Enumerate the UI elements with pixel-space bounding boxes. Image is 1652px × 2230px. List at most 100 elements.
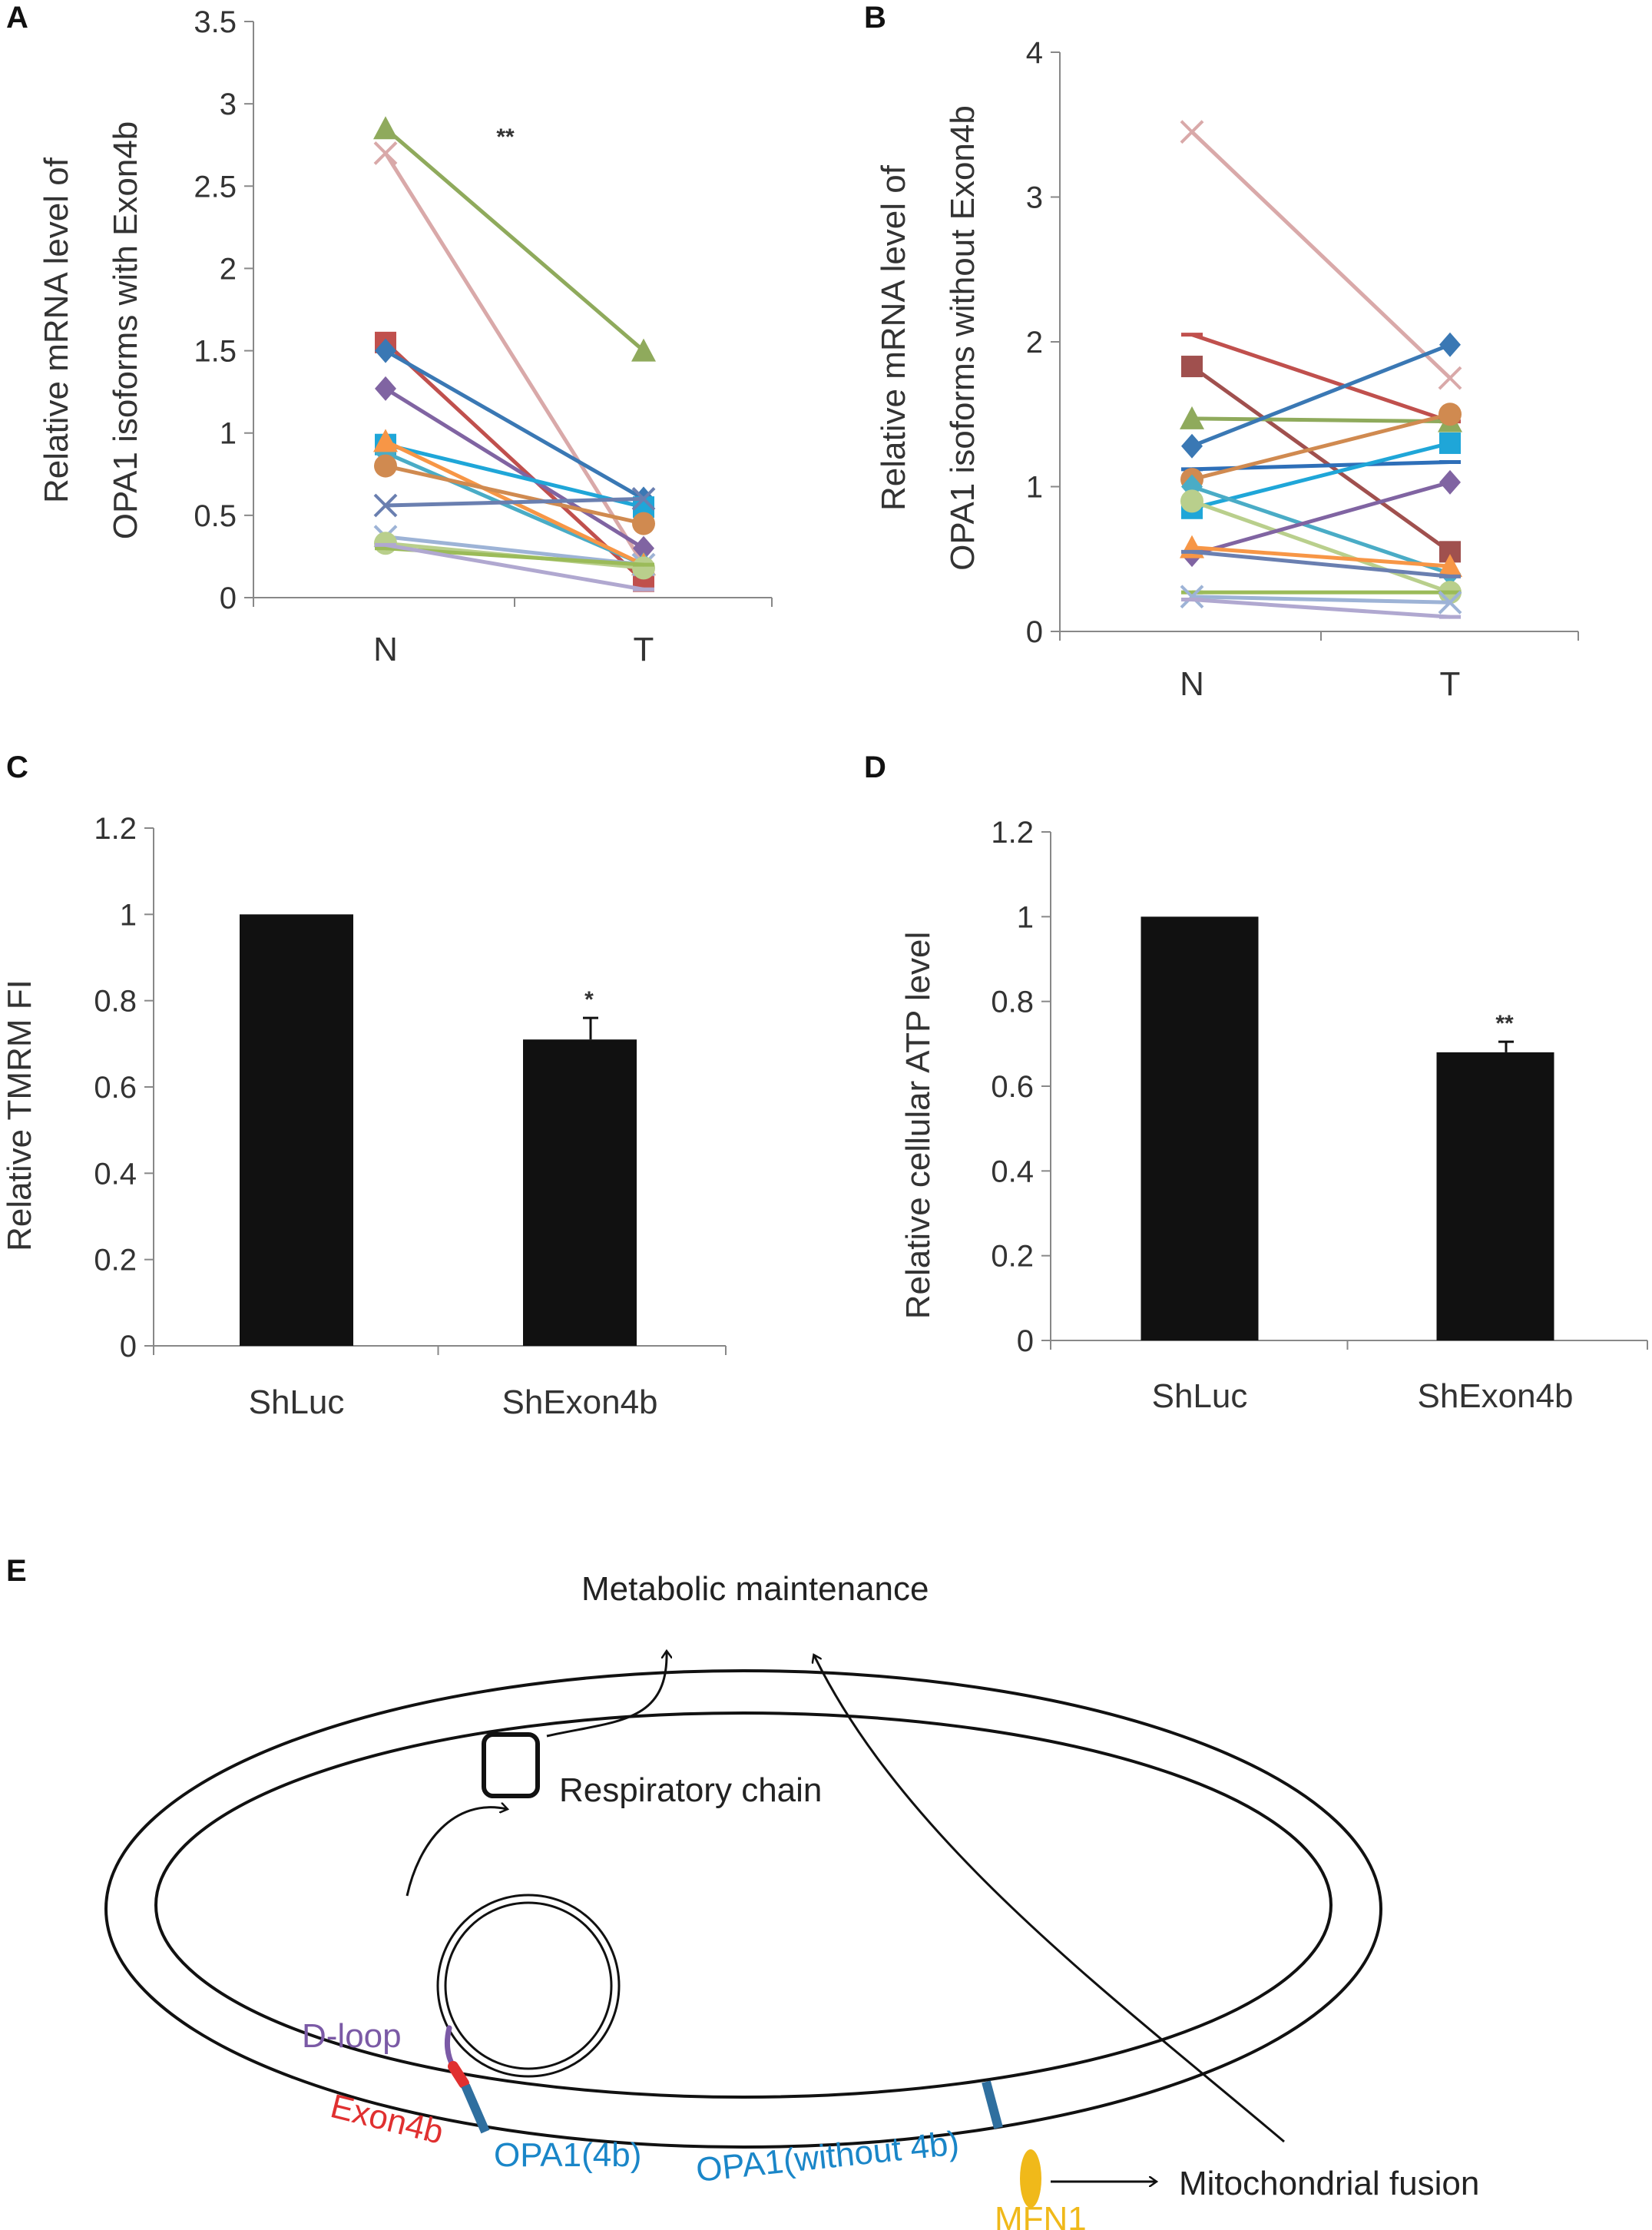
- series-line: [385, 464, 644, 526]
- diamond-marker: [633, 535, 654, 561]
- triangle-marker: [373, 429, 398, 452]
- series-line: [384, 349, 645, 501]
- series-5: [1181, 332, 1461, 459]
- x-tick-label: N: [373, 631, 398, 668]
- y-tick-label: 1: [1026, 471, 1043, 505]
- outer-membrane: [104, 1669, 1382, 2149]
- series-line: [384, 341, 645, 583]
- series-line: [385, 542, 644, 591]
- series-11: [1181, 469, 1461, 568]
- x-tick-label: ShExon4b: [502, 1383, 657, 1421]
- panel-e-label: E: [6, 1554, 27, 1588]
- series-4: [375, 338, 654, 512]
- y-tick-label: 1.5: [194, 335, 237, 369]
- y-tick-label: 0: [120, 1330, 137, 1364]
- diamond-marker: [1439, 469, 1461, 495]
- series-line: [1191, 595, 1451, 605]
- arrow-fusion-to-metabolic: [814, 1655, 1285, 2143]
- panel-a-label: A: [6, 1, 28, 35]
- panel-c-ylabel: Relative TMRM FI: [1, 979, 38, 1251]
- panel-a-chart: A Relative mRNA level of OPA1 isoforms w…: [6, 1, 773, 668]
- mtdna-outer-circle: [436, 1894, 621, 2078]
- mtdna-inner-circle: [444, 1901, 613, 2070]
- series-line: [1191, 480, 1451, 557]
- exon4b-marker: [448, 2061, 469, 2089]
- x-marker-stroke: [1438, 366, 1462, 390]
- series-line: [1191, 412, 1451, 482]
- respiratory-chain-box: [482, 1732, 540, 1798]
- panel-e-diagram: E Metabolic maintenance Respiratory ch: [6, 1554, 1479, 2230]
- y-tick-label: 0.4: [991, 1155, 1034, 1188]
- series-line: [1191, 333, 1451, 424]
- panel-d-chart: D Relative cellular ATP level 0 0.2 0.4 0.6…: [864, 751, 1648, 1415]
- x-tick-label: T: [1440, 665, 1461, 703]
- x-marker-stroke: [373, 141, 398, 165]
- x-tick-label: ShLuc: [249, 1383, 345, 1421]
- series-15: [1180, 585, 1462, 615]
- panel-c-bars: *: [240, 914, 637, 1346]
- series-line: [1191, 343, 1451, 449]
- panel-c-label: C: [6, 751, 28, 784]
- inner-membrane: [154, 1711, 1333, 2099]
- y-tick-label: 2: [1026, 326, 1043, 360]
- circle-marker: [1180, 489, 1203, 513]
- opa1-4b-label: OPA1(4b): [494, 2136, 641, 2174]
- arrow-respiratory-to-metabolic: [546, 1652, 667, 1738]
- diamond-marker: [375, 338, 396, 363]
- metabolic-maintenance-label: Metabolic maintenance: [581, 1570, 929, 1608]
- x-marker-stroke: [1438, 590, 1462, 615]
- y-tick-label: 2: [220, 252, 237, 286]
- series-6: [1181, 459, 1461, 472]
- respiratory-chain-label: Respiratory chain: [559, 1771, 822, 1809]
- x-marker-stroke: [631, 487, 656, 511]
- significance-label: *: [584, 987, 594, 1012]
- x-marker-stroke: [1180, 585, 1204, 609]
- series-line: [384, 386, 645, 550]
- y-tick-label: 1.2: [991, 816, 1034, 850]
- series-13: [1181, 549, 1461, 578]
- opa1-without-4b-label: OPA1(without 4b): [694, 2124, 961, 2189]
- circle-marker: [374, 454, 397, 478]
- series-1: [1180, 120, 1462, 390]
- series-5: [375, 376, 654, 561]
- panel-b-ylabel-line1: Relative mRNA level of: [875, 164, 912, 511]
- series-line: [1191, 545, 1451, 568]
- x-marker-stroke: [373, 493, 398, 518]
- exon4b-label: Exon4b: [327, 2087, 448, 2152]
- series-line: [1191, 598, 1451, 619]
- y-tick-label: 1: [1017, 900, 1034, 934]
- series-line: [1191, 416, 1451, 424]
- panel-d-label: D: [864, 751, 886, 784]
- y-tick-label: 0.4: [94, 1157, 137, 1191]
- circle-marker: [1438, 403, 1462, 426]
- y-tick-label: 3: [1026, 181, 1043, 215]
- y-tick-label: 3: [220, 88, 237, 121]
- y-tick-label: 3.5: [194, 5, 237, 39]
- opa1-4b-bar: [461, 2083, 490, 2134]
- panel-a-axes: 0 0.5 1 1.5 2 2.5 3 3.5 N T: [194, 5, 773, 668]
- bar-shluc: [240, 914, 353, 1346]
- panel-d-ylabel: Relative cellular ATP level: [899, 932, 937, 1320]
- arrow-mtdna-to-respiratory-chain: [406, 1808, 507, 1897]
- panel-a-significance: **: [496, 124, 515, 150]
- panel-d-bars: **: [1141, 916, 1554, 1340]
- series-line: [1191, 549, 1451, 578]
- y-tick-label: 1: [220, 417, 237, 451]
- series-line: [385, 442, 644, 509]
- triangle-marker: [373, 116, 398, 140]
- significance-label: **: [1495, 1011, 1514, 1036]
- y-tick-label: 1.2: [94, 812, 137, 846]
- y-tick-label: 2.5: [194, 170, 237, 204]
- y-tick-label: 0.8: [991, 986, 1034, 1019]
- panel-d-axes: 0 0.2 0.4 0.6 0.8 1 1.2 ShLuc ShExon4b: [991, 816, 1648, 1415]
- series-1: [373, 116, 656, 362]
- x-tick-label: ShExon4b: [1417, 1377, 1573, 1415]
- x-tick-label: N: [1180, 665, 1204, 703]
- x-marker-stroke: [1180, 120, 1204, 144]
- triangle-marker: [1180, 406, 1204, 429]
- y-tick-label: 4: [1026, 36, 1043, 70]
- y-tick-label: 0.6: [94, 1071, 137, 1105]
- square-marker: [1439, 432, 1461, 454]
- bar-shluc: [1141, 916, 1259, 1340]
- series-line: [1191, 485, 1451, 575]
